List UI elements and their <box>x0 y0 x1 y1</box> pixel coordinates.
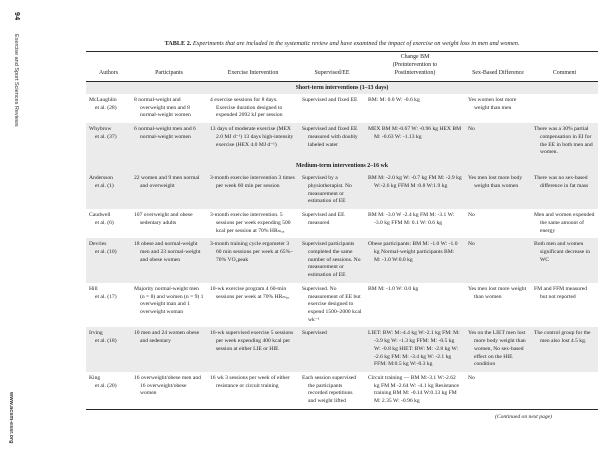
cell-intervention: 3-month exercise intervention. 5 session… <box>210 212 291 234</box>
cell-change-bm: BM M: -3.0 W -2.4 kg FM M: -3.1 W: -3.0 … <box>368 212 455 226</box>
table-2-container: TABLE 2. Experiments that are included i… <box>86 40 598 420</box>
cell-authors: Devries et al. (10) <box>86 238 131 283</box>
cell-supervised: Supervised and fixed EE <box>302 97 358 104</box>
column-header-4: Change BM (Preintervention to Postinterv… <box>365 51 465 82</box>
cell-participants: 16 overweight/obese men and 16 overweigh… <box>134 375 201 397</box>
continued-note: (Continued on next page) <box>494 413 552 420</box>
cell-supervised: Supervised and fixed EE measured with do… <box>299 123 365 161</box>
cell-participants: 18 obese and normal-weight men and 23 no… <box>131 238 207 283</box>
table-row: Irving et al. (18) 10 men and 24 women ob… <box>86 327 598 373</box>
table-row: King et al. (20) 16 overweight/obese men … <box>86 372 598 409</box>
cell-supervised: Supervised. No measurement of EE but exe… <box>302 285 362 323</box>
cell-intervention: 3-month training cycle ergometer 3 60 mi… <box>207 238 299 283</box>
column-header-5: Sex-Based Difference <box>465 51 531 82</box>
cell-authors: King et al. (20) <box>89 375 117 389</box>
table-row: Andersson et al. (1) 22 women and 9 men n… <box>86 172 598 210</box>
cell-sex-difference: Yes women lost more weight than men <box>468 97 517 111</box>
cell-intervention: 4 exercise sessions for 8 days. Exercise… <box>210 97 283 119</box>
cell-comment <box>531 372 598 409</box>
cell-participants: 107 overweight and obese sedentary adult… <box>134 212 193 226</box>
page-number: 94 <box>13 12 20 21</box>
cell-supervised: Each session supervised the participants… <box>302 375 357 405</box>
cell-supervised: Supervised participants completed the sa… <box>299 238 365 283</box>
section-header-row: Medium-term interventions 2–16 wk <box>86 160 598 173</box>
cell-participants: 6 normal-weight men and 6 normal-weight … <box>131 123 207 161</box>
cell-comment: Men and women expended the same amount o… <box>534 212 595 234</box>
cell-participants: Majority normal-weight men (n = 8) and w… <box>134 285 204 315</box>
cell-participants: 8 normal-weight and overweight men and 8… <box>134 97 191 119</box>
cell-intervention: 13 days of moderate exercise (MEX 2.0 MJ… <box>207 123 299 161</box>
cell-participants: 22 women and 9 men normal and overweight <box>131 172 207 210</box>
cell-change-bm: BM M: -2.0 kg W: -0.7 kg FM M: -2.9 kg W… <box>365 172 465 210</box>
column-header-0: Authors <box>86 51 131 82</box>
cell-authors: Hill et al. (17) <box>89 285 117 300</box>
cell-comment: The control group for the men also lost … <box>531 327 598 373</box>
table-row: Devries et al. (10) 18 obese and normal-w… <box>86 238 598 283</box>
cell-comment: There was a 30% partial compensation in … <box>531 123 598 161</box>
cell-comment: There was no sex-based difference in fat… <box>531 172 598 210</box>
cell-sex-difference: Yes men lost more body weight than women <box>465 172 531 210</box>
cell-authors: Andersson et al. (1) <box>86 172 131 210</box>
table-caption-text: Experiments that are included in the sys… <box>192 40 520 47</box>
column-header-2: Exercise Intervention <box>207 51 299 82</box>
cell-change-bm: BM M: -1.0 W: 0.0 kg <box>368 285 419 292</box>
cell-authors: McLaughlin et al. (28) <box>89 97 117 111</box>
cell-supervised: Supervised and EE measured <box>302 212 345 226</box>
cell-sex-difference: No <box>465 123 531 161</box>
cell-intervention: 10-wk exercise program 4 60-min sessions… <box>210 285 289 300</box>
table-row: McLaughlin et al. (28) 8 normal-weight an… <box>86 94 598 123</box>
table-header: Authors Participants Exercise Intervention… <box>86 51 598 82</box>
cell-change-bm: LIET: BW: M:-4.4 kg W:-2.1 kg FM: M: -3.… <box>365 327 465 373</box>
cell-supervised: Supervised <box>299 327 365 373</box>
experiments-table: Authors Participants Exercise Intervention… <box>86 51 598 410</box>
cell-authors: Caudwell et al. (6) <box>89 212 114 226</box>
cell-sex-difference: No <box>465 238 531 283</box>
section-header-label: Medium-term interventions 2–16 wk <box>86 160 598 173</box>
table-row: Hill et al. (17) Majority normal-weight m… <box>86 283 598 328</box>
cell-authors: Whybrow et al. (37) <box>86 123 131 161</box>
cell-comment: Both men and women significant decrease … <box>531 238 598 283</box>
journal-title: Exercise and Sport Sciences Reviews <box>13 33 19 127</box>
cell-comment <box>531 94 598 123</box>
cell-comment: FM and FFM measured but not reported <box>534 285 587 300</box>
cell-change-bm: BM: M: 0.0 W: -0.6 kg <box>368 97 420 104</box>
section-header-label: Short-term interventions (1–13 days) <box>86 81 598 95</box>
cell-sex-difference: Yes on the LIET men lost more body weigh… <box>465 327 531 373</box>
table-body: Short-term interventions (1–13 days) McLa… <box>86 81 598 409</box>
table-row: Caudwell et al. (6) 107 overweight and ob… <box>86 209 598 238</box>
cell-change-bm: MEX BM M:-0.67 W: -0.96 kg HEX BM M: -0.… <box>365 123 465 161</box>
section-header-row: Short-term interventions (1–13 days) <box>86 81 598 95</box>
table-row: Whybrow et al. (37) 6 normal-weight men a… <box>86 123 598 161</box>
cell-intervention: 16-wk supervised exercise 5 sessions per… <box>207 327 299 373</box>
cell-intervention: 16 wk 3 sessions per week of either resi… <box>210 375 290 389</box>
cell-supervised: Supervised by a physiotherapist. No meas… <box>299 172 365 210</box>
journal-website: www.acsm-essr.org <box>8 391 14 443</box>
cell-participants: 10 men and 24 women obese and sedentary <box>131 327 207 373</box>
table-label: TABLE 2. <box>164 40 192 47</box>
cell-sex-difference: No <box>468 212 475 219</box>
cell-authors: Irving et al. (18) <box>86 327 131 373</box>
column-header-6: Comment <box>531 51 598 82</box>
cell-change-bm: Obese participants: BM M: -1.0 W: -1.0 k… <box>365 238 465 283</box>
cell-intervention: 3-month exercise intervention 3 times pe… <box>207 172 299 210</box>
cell-change-bm: Circuit training — BM M:-3.1 W:-2.62 kg … <box>368 375 459 405</box>
cell-sex-difference: Yes men lost more weight than women <box>468 285 527 300</box>
column-header-3: Supervised/EE <box>299 51 365 82</box>
sidebar-vertical-text: 94 Exercise and Sport Sciences Reviews <box>7 12 25 126</box>
table-caption: TABLE 2. Experiments that are included i… <box>86 40 598 47</box>
cell-sex-difference: No <box>468 375 475 382</box>
column-header-1: Participants <box>131 51 207 82</box>
